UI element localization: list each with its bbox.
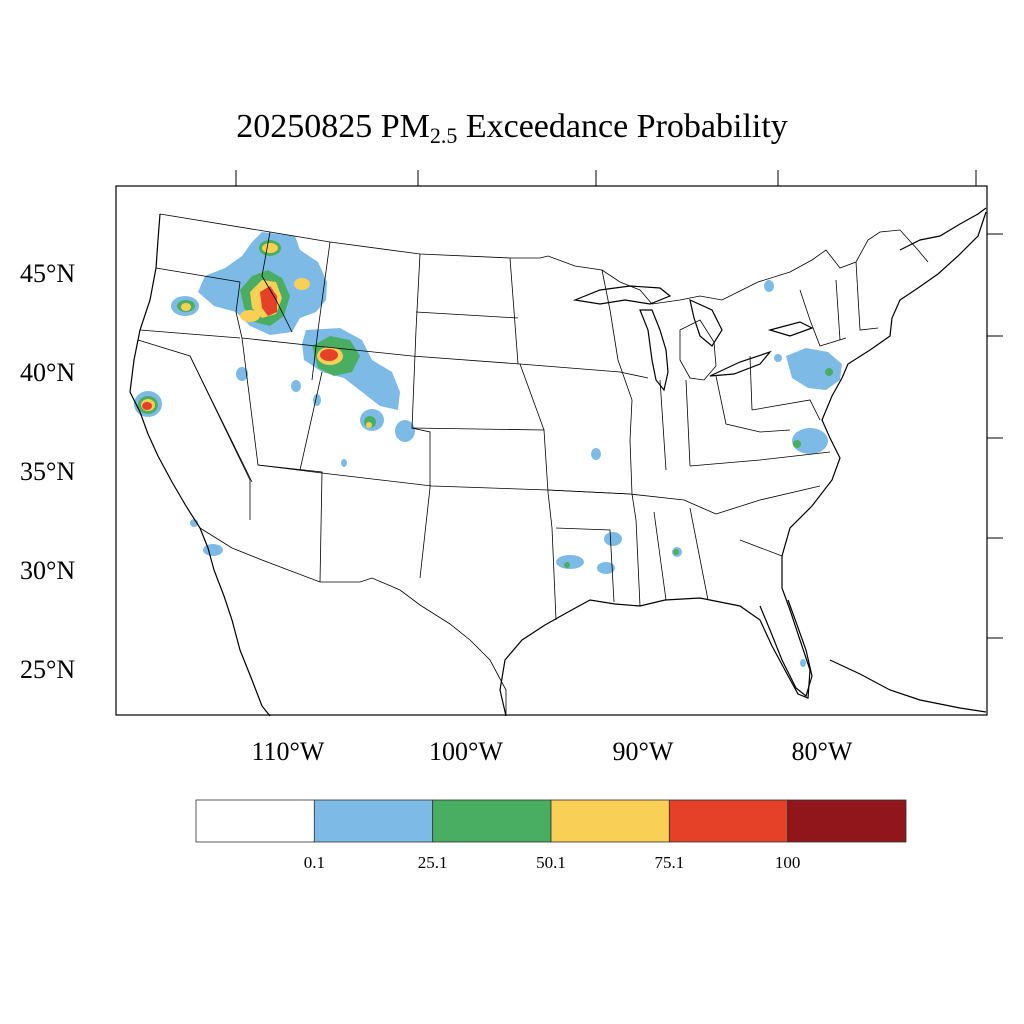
caribbean-islands: [829, 659, 987, 713]
smoke-area-idaho-red: [260, 286, 277, 316]
lon-label-100w: 100°W: [429, 737, 503, 766]
smoke-area-louisiana: [556, 555, 584, 569]
axis-ticks: [235, 170, 1003, 639]
colorbar: 0.1 25.1 50.1 75.1 100: [195, 799, 907, 872]
smoke-area-pa: [774, 354, 782, 362]
mexico-border: [199, 527, 507, 716]
title-subscript: 2.5: [429, 123, 458, 148]
canada-border: [159, 213, 929, 305]
longitude-labels: 110°W 100°W 90°W 80°W: [252, 737, 853, 766]
lake-huron: [689, 298, 723, 347]
smoke-area-colorado-yellow: [366, 422, 372, 428]
colorbar-boxes: [195, 799, 907, 843]
lat-label-30: 30°N: [20, 556, 75, 585]
michigan-peninsula: [679, 319, 717, 381]
smoke-area-utah: [236, 367, 248, 381]
map-panel: [115, 170, 1003, 717]
smoke-patch-montana-yellow: [262, 243, 278, 253]
title-text: 20250825 PM: [236, 108, 430, 145]
lon-label-110w: 110°W: [252, 737, 325, 766]
title-suffix: Exceedance Probability: [457, 108, 788, 145]
lake-erie: [709, 350, 772, 377]
smoke-area-oregon-yellow: [181, 303, 191, 311]
smoke-patch-chesapeake-green: [793, 440, 801, 448]
latitude-labels: 45°N 40°N 35°N 30°N 25°N: [20, 259, 75, 684]
smoke-area-mid-atlantic: [786, 348, 842, 390]
canada-coast: [899, 207, 987, 251]
smoke-area-missouri: [591, 448, 601, 460]
smoke-patch-wyoming-red: [320, 349, 338, 361]
colorbar-labels: 0.1 25.1 50.1 75.1 100: [304, 853, 801, 872]
state-boundaries: [137, 231, 879, 621]
lat-label-40: 40°N: [20, 358, 75, 387]
smoke-patch-alabama-green: [673, 549, 679, 555]
smoke-patch-nj-green: [825, 368, 833, 376]
gulf-coast: [499, 587, 811, 717]
colorbar-box-2: [432, 799, 552, 843]
lat-label-35: 35°N: [20, 457, 75, 486]
colorbar-box-5: [787, 799, 907, 843]
lat-label-45: 45°N: [20, 259, 75, 288]
smoke-patch-idaho-yellow-2: [240, 310, 260, 322]
smoke-area-chesapeake: [792, 428, 828, 454]
smoke-area-ontario: [764, 280, 774, 292]
smoke-area-mississippi-2: [597, 562, 615, 574]
probability-shading: [134, 232, 842, 667]
colorbar-label-0: 0.1: [304, 853, 325, 872]
colorbar-box-0: [195, 799, 315, 843]
smoke-area-colorado-east: [395, 420, 415, 442]
map-title: 20250825 PM2.5 Exceedance Probability: [0, 108, 1024, 149]
smoke-area-california-red: [142, 402, 152, 410]
colorbar-label-4: 100: [775, 853, 801, 872]
smoke-area-arizona: [203, 544, 223, 556]
colorbar-box-3: [550, 799, 670, 843]
smoke-area-utah-2: [291, 380, 301, 392]
colorbar-label-1: 25.1: [418, 853, 448, 872]
smoke-patch-montana-yellow-2: [294, 278, 310, 290]
smoke-area-nm: [341, 459, 347, 467]
colorbar-label-3: 75.1: [654, 853, 684, 872]
lon-label-90w: 90°W: [613, 737, 674, 766]
basemap: [129, 207, 987, 717]
smoke-patch-louisiana-green: [564, 562, 570, 568]
florida: [759, 599, 813, 698]
colorbar-box-4: [668, 799, 789, 843]
colorbar-box-1: [313, 799, 434, 843]
lake-ontario: [767, 321, 814, 337]
lake-michigan: [639, 309, 669, 392]
lat-label-25: 25°N: [20, 655, 75, 684]
smoke-area-florida: [800, 659, 806, 667]
smoke-area-mississippi: [604, 532, 622, 546]
east-coast: [781, 211, 987, 588]
colorbar-label-2: 50.1: [536, 853, 566, 872]
west-coast: [129, 213, 271, 717]
lon-label-80w: 80°W: [792, 737, 853, 766]
